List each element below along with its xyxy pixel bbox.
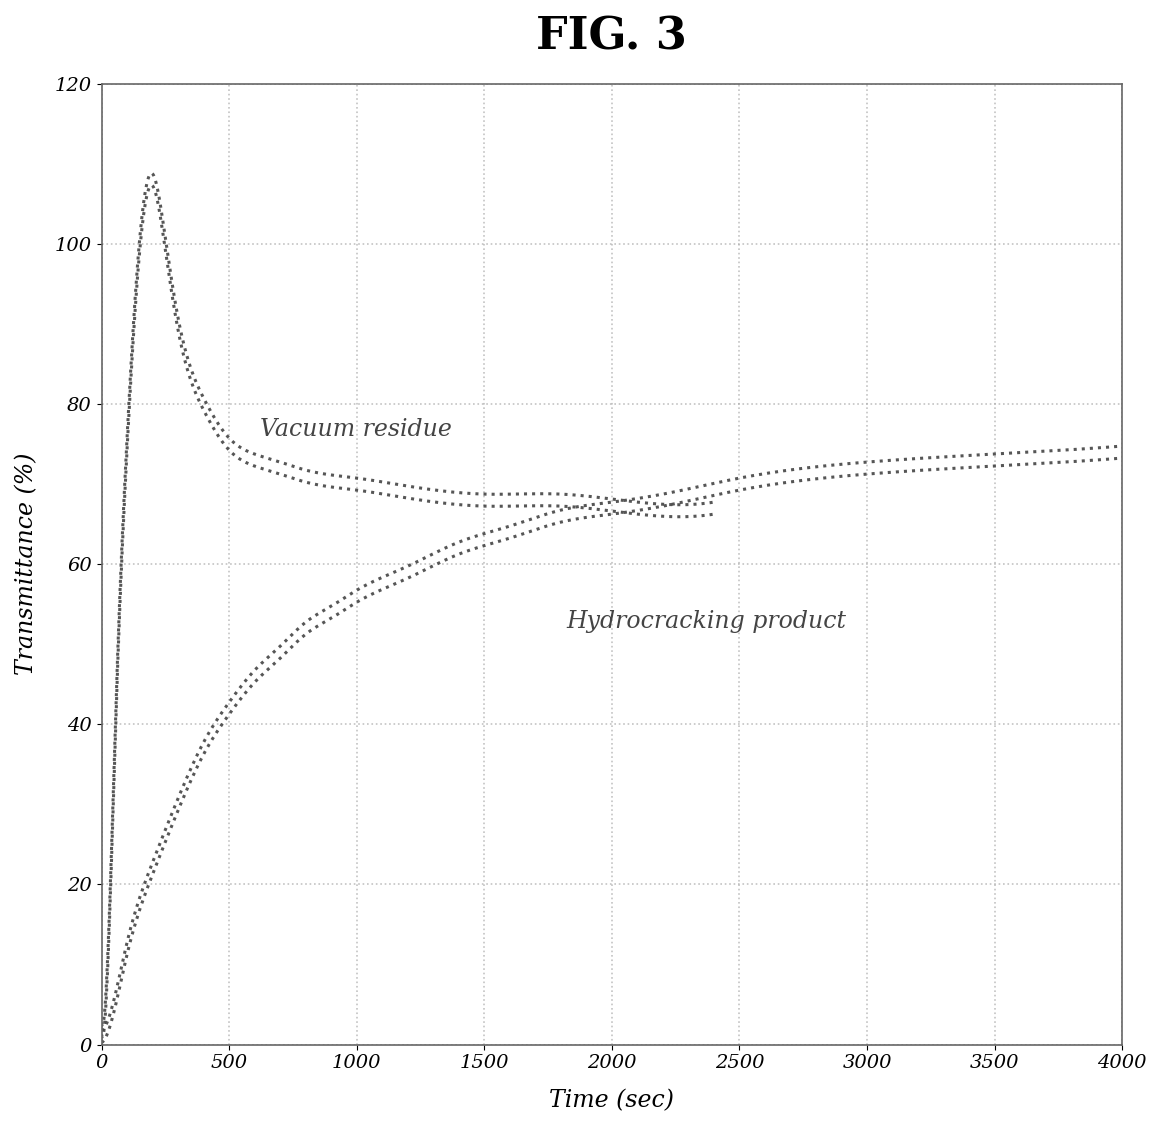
Text: Hydrocracking product: Hydrocracking product	[566, 610, 846, 633]
X-axis label: Time (sec): Time (sec)	[550, 1089, 674, 1112]
Text: Vacuum residue: Vacuum residue	[260, 418, 452, 441]
Title: FIG. 3: FIG. 3	[537, 15, 687, 57]
Y-axis label: Transmittance (%): Transmittance (%)	[15, 453, 38, 675]
